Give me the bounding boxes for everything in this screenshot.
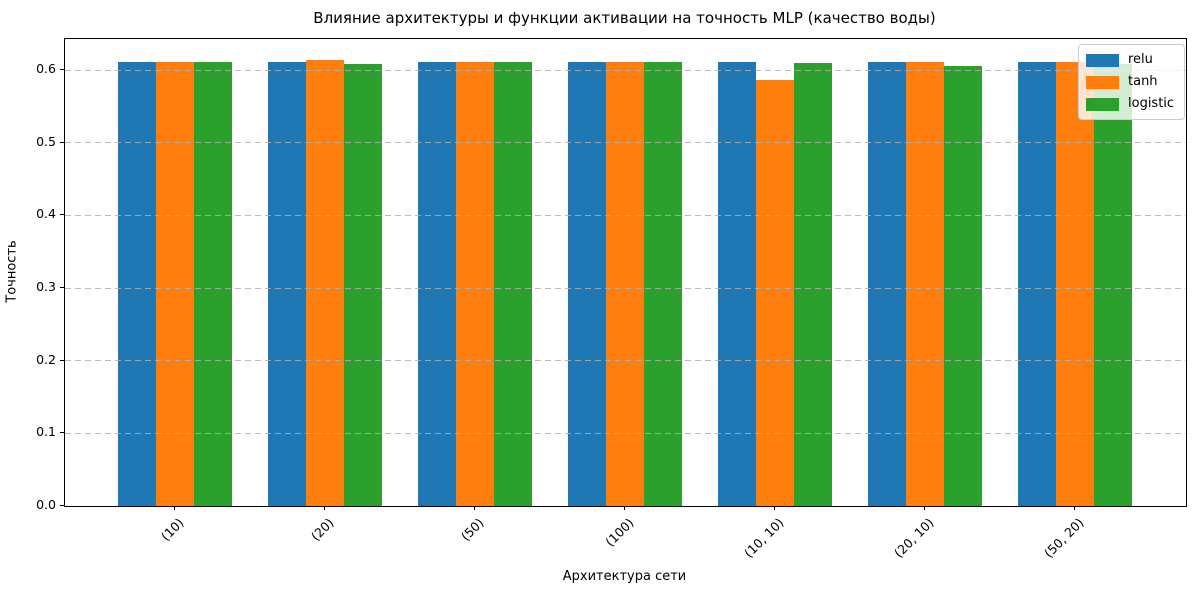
bar-logistic-(20, 10) bbox=[944, 65, 982, 506]
y-tick-mark bbox=[60, 214, 64, 216]
y-tick-mark bbox=[60, 505, 64, 506]
y-tick-mark bbox=[60, 287, 64, 289]
y-tick-label: 0.6 bbox=[36, 61, 56, 77]
x-tick-label: (100) bbox=[602, 515, 637, 550]
bar-relu-(50) bbox=[418, 62, 456, 506]
y-tick-label: 0.0 bbox=[36, 497, 56, 512]
x-tick-mark bbox=[774, 506, 775, 510]
x-tick-label: (20) bbox=[307, 515, 337, 544]
gridline bbox=[65, 287, 1186, 289]
y-tick-mark bbox=[60, 141, 64, 143]
bar-logistic-(100) bbox=[644, 62, 682, 506]
y-tick-label: 0.3 bbox=[36, 279, 56, 295]
bar-tanh-(10) bbox=[156, 62, 194, 506]
x-tick-mark bbox=[1074, 506, 1075, 510]
x-tick-label: (20, 10) bbox=[890, 515, 937, 561]
legend-item-tanh: tanh bbox=[1086, 74, 1174, 90]
bar-relu-(20) bbox=[268, 61, 306, 506]
x-tick-label: (50, 20) bbox=[1040, 515, 1087, 561]
y-tick-mark bbox=[60, 359, 64, 361]
x-tick-mark bbox=[624, 506, 625, 510]
x-tick-mark bbox=[174, 506, 175, 510]
legend-label: tanh bbox=[1128, 74, 1158, 89]
bar-logistic-(20) bbox=[344, 63, 382, 506]
bar-tanh-(50, 20) bbox=[1056, 61, 1094, 506]
bar-relu-(10) bbox=[118, 62, 156, 506]
y-tick-label: 0.1 bbox=[36, 424, 56, 440]
legend-item-logistic: logistic bbox=[1086, 96, 1174, 112]
bar-tanh-(20) bbox=[306, 60, 344, 506]
bar-relu-(10, 10) bbox=[718, 62, 756, 506]
x-tick-mark bbox=[474, 506, 475, 510]
x-tick-mark bbox=[924, 506, 925, 510]
y-tick-mark bbox=[60, 432, 64, 434]
legend-swatch bbox=[1086, 75, 1119, 89]
y-tick-mark bbox=[60, 69, 64, 71]
y-tick-label: 0.5 bbox=[36, 133, 56, 149]
bar-tanh-(20, 10) bbox=[906, 62, 944, 506]
bar-tanh-(10, 10) bbox=[756, 80, 794, 506]
legend-label: relu bbox=[1128, 52, 1153, 67]
bar-tanh-(50) bbox=[456, 62, 494, 506]
x-axis-label: Архитектура сети bbox=[562, 569, 687, 584]
x-tick-label: (10) bbox=[157, 515, 187, 544]
y-axis-label: Точность bbox=[4, 240, 20, 303]
legend-item-relu: relu bbox=[1086, 52, 1174, 68]
legend-swatch bbox=[1086, 53, 1119, 67]
y-tick-label: 0.4 bbox=[36, 206, 56, 222]
bar-relu-(50, 20) bbox=[1018, 62, 1056, 506]
bar-logistic-(50) bbox=[494, 62, 532, 506]
y-tick-label: 0.2 bbox=[36, 351, 56, 367]
x-tick-label: (50) bbox=[457, 515, 487, 544]
gridline bbox=[65, 69, 1186, 71]
bar-logistic-(10) bbox=[194, 62, 232, 506]
legend-label: logistic bbox=[1128, 96, 1175, 111]
x-tick-label: (10, 10) bbox=[740, 515, 787, 561]
bar-logistic-(50, 20) bbox=[1094, 63, 1132, 506]
legend-swatch bbox=[1086, 97, 1119, 111]
bar-tanh-(100) bbox=[606, 62, 644, 506]
x-tick-mark bbox=[324, 506, 325, 510]
chart-title: Влияние архитектуры и функции активации … bbox=[313, 9, 936, 27]
legend: relu tanh logistic bbox=[1078, 44, 1186, 120]
gridline bbox=[65, 360, 1186, 362]
gridline bbox=[65, 142, 1186, 144]
gridline bbox=[65, 432, 1186, 434]
plot-area: relu tanh logistic bbox=[64, 38, 1187, 507]
bar-logistic-(10, 10) bbox=[794, 62, 832, 506]
bar-relu-(20, 10) bbox=[868, 62, 906, 506]
gridline bbox=[65, 214, 1186, 216]
bar-relu-(100) bbox=[568, 62, 606, 506]
